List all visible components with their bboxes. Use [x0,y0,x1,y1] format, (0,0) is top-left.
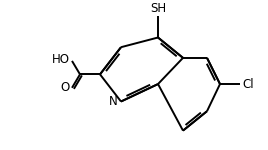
Text: HO: HO [52,53,70,66]
Text: O: O [61,81,70,94]
Text: Cl: Cl [242,78,254,91]
Text: N: N [109,95,118,108]
Text: SH: SH [150,2,166,15]
